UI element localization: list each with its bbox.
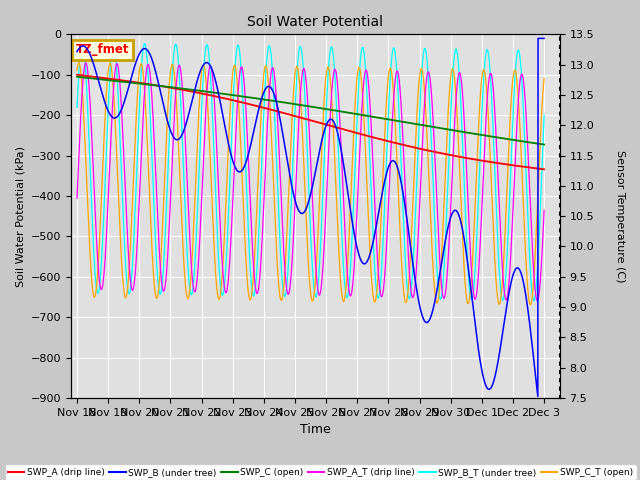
X-axis label: Time: Time — [300, 423, 331, 436]
Legend: SWP_A (drip line), SWP_B (under tree), SWP_C (open), SWP_A_T (drip line), SWP_B_: SWP_A (drip line), SWP_B (under tree), S… — [4, 464, 637, 480]
Title: Soil Water Potential: Soil Water Potential — [247, 15, 383, 29]
Y-axis label: Soil Water Potential (kPa): Soil Water Potential (kPa) — [15, 145, 25, 287]
Bar — [71, 75, 560, 156]
Text: TZ_fmet: TZ_fmet — [76, 43, 129, 57]
Y-axis label: Sensor Temperature (C): Sensor Temperature (C) — [615, 150, 625, 282]
